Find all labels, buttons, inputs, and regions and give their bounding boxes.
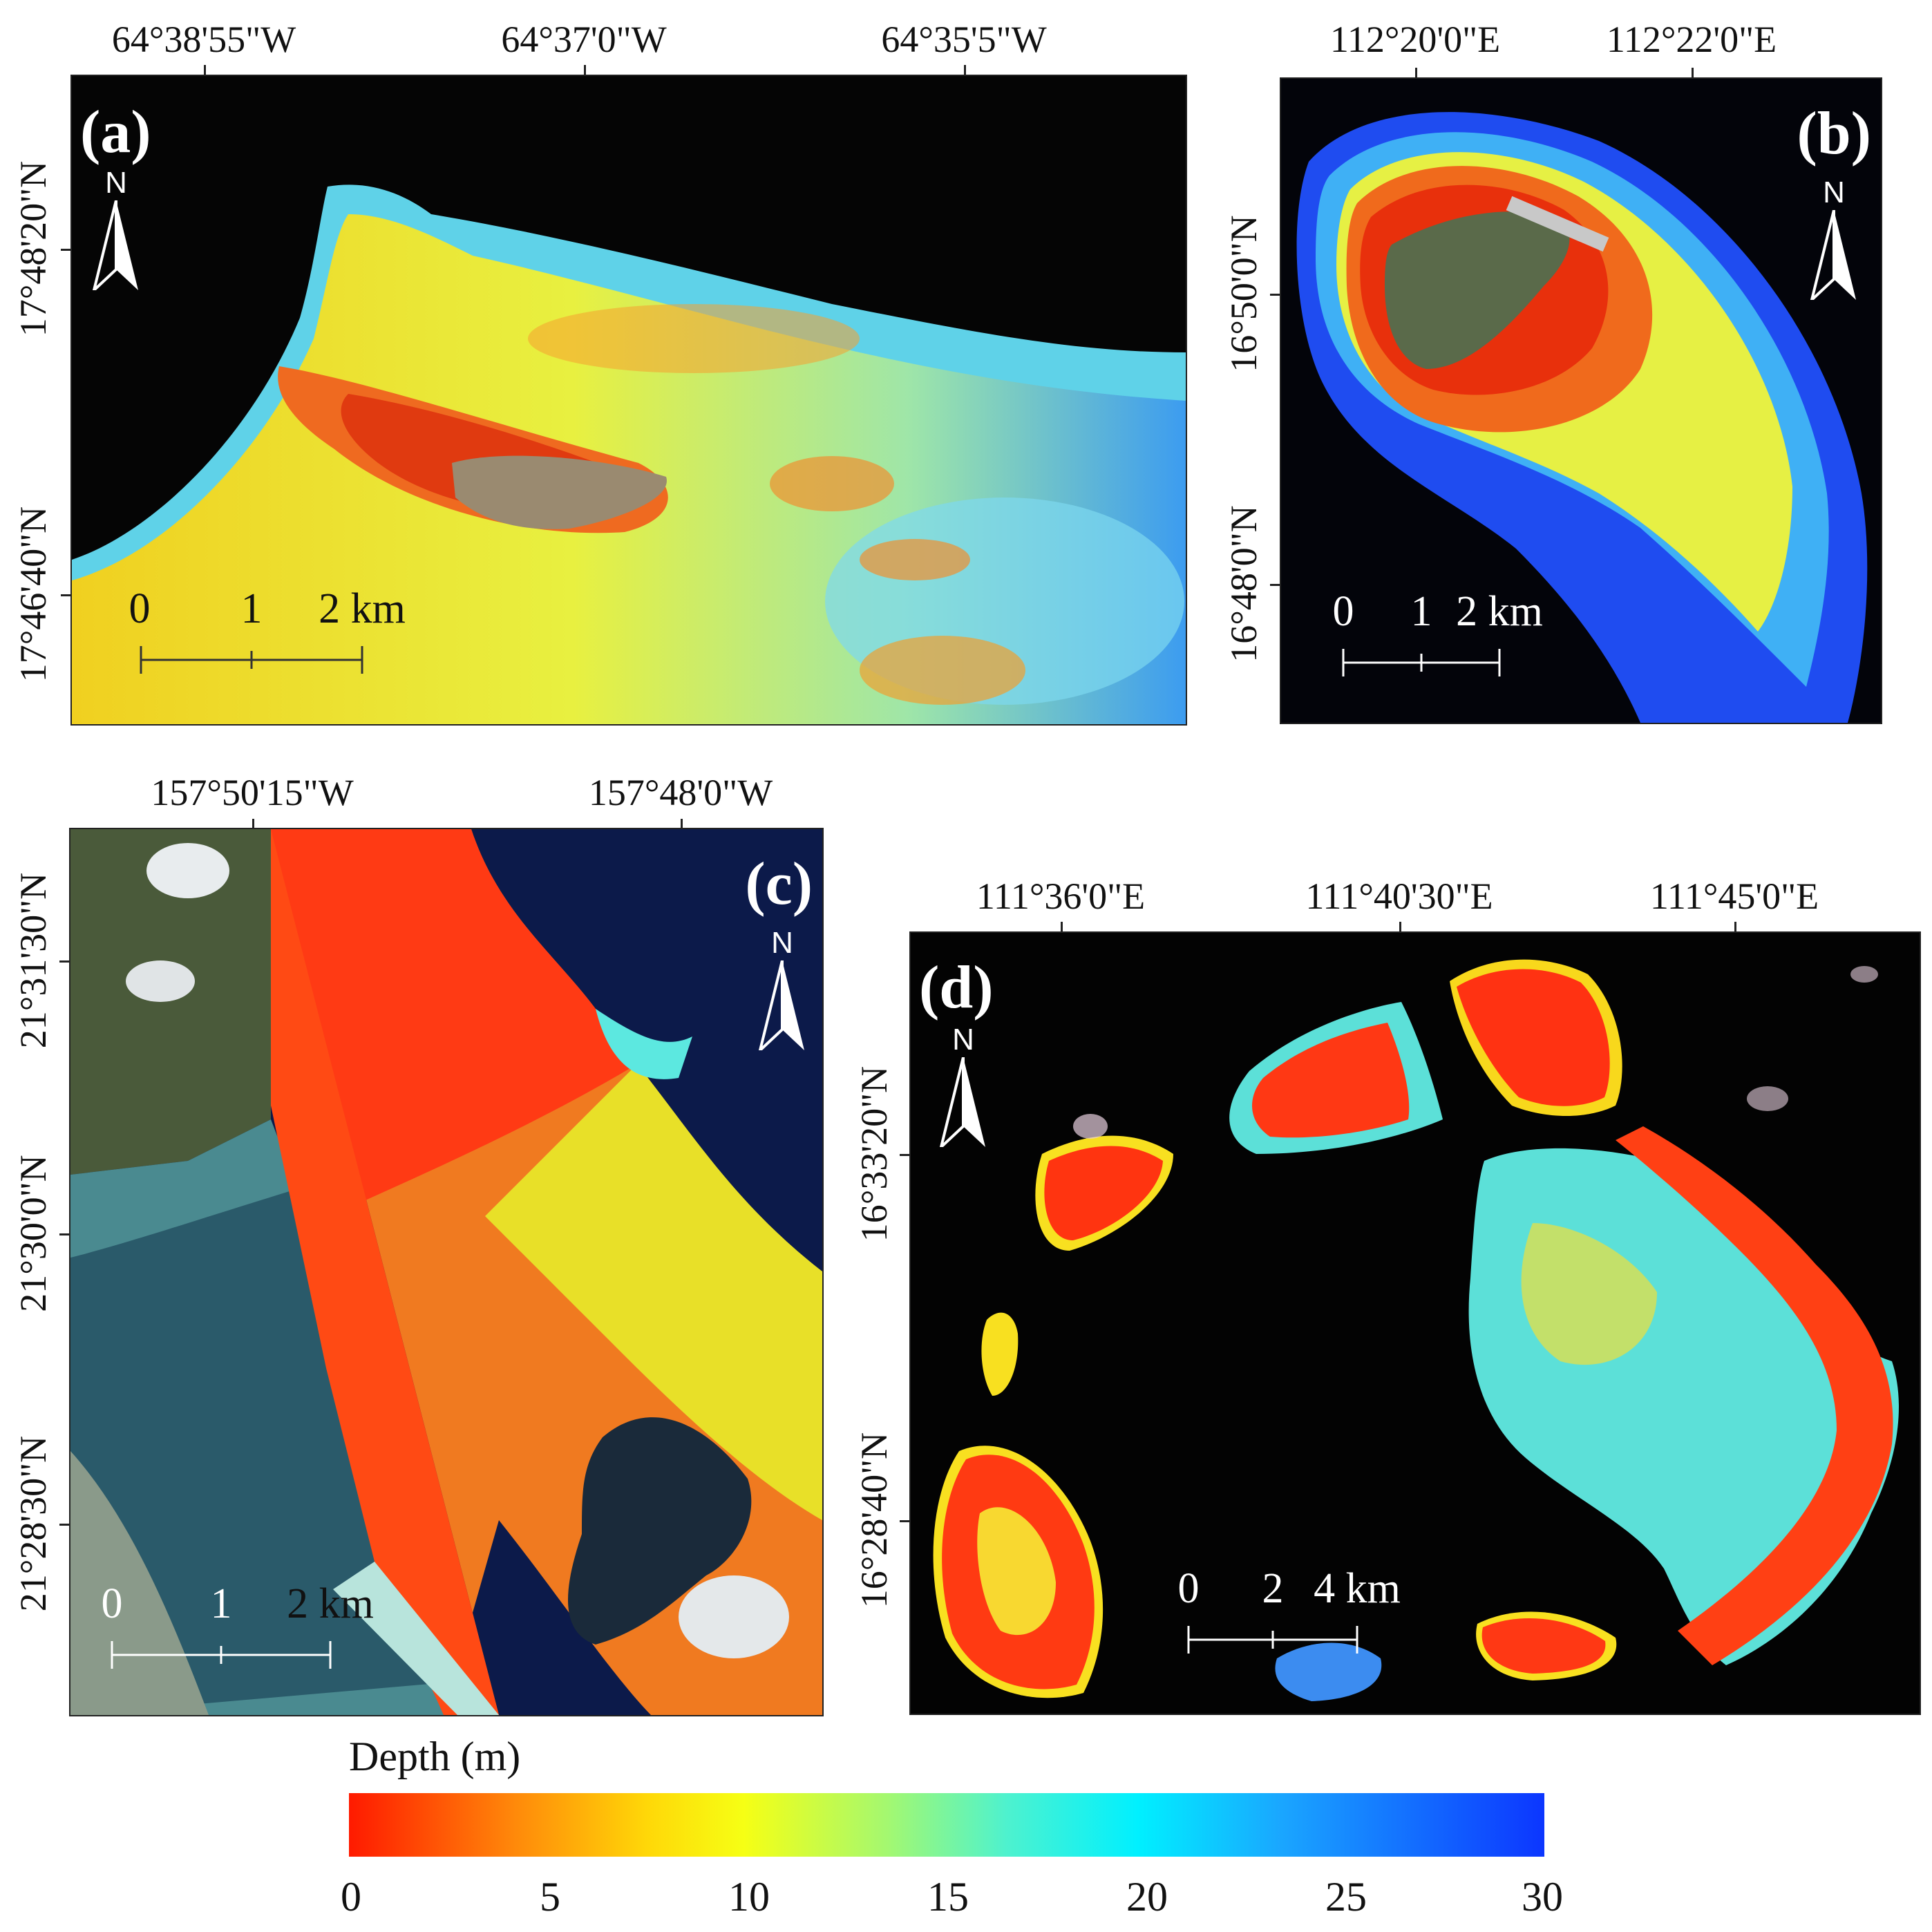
north-letter: N — [771, 926, 793, 960]
panel-a-lon-tick-1: 64°38'55"W — [111, 19, 296, 60]
panel-b-north-arrow: N — [1806, 176, 1862, 300]
panel-a-north-arrow: N — [88, 166, 144, 290]
colorbar-tick-10: 10 — [728, 1874, 770, 1920]
panel-c-north-arrow: N — [755, 926, 810, 1050]
panel-c-scale-bar: 0 1 2 km — [101, 1580, 374, 1669]
panel-d-label: (d) — [919, 954, 994, 1021]
panel-c-lat-tick-2: 21°30'0"N — [12, 1155, 54, 1312]
colorbar-tick-25: 25 — [1325, 1874, 1367, 1920]
panel-b-map: (b) N 0 1 2 km — [1280, 77, 1882, 724]
panel-c-label: (c) — [745, 851, 813, 918]
panel-b-lon-tick-1: 112°20'0"E — [1329, 19, 1501, 60]
panel-a-map: (a) N 0 1 2 km — [70, 75, 1187, 726]
panel-c-depth-raster — [70, 829, 822, 1715]
panel-b-lon-tick-2: 112°22'0"E — [1606, 19, 1777, 60]
colorbar-tick-15: 15 — [927, 1874, 969, 1920]
panel-b-label: (b) — [1797, 100, 1871, 167]
panel-b-depth-raster — [1281, 79, 1881, 723]
panel-d-scale-bar: 0 2 4 km — [1177, 1565, 1401, 1654]
panel-a-lat-tick-1: 17°48'20"N — [12, 160, 54, 337]
panel-b-lat-tick-1: 16°50'0"N — [1223, 215, 1265, 372]
panel-d-lat-tick-2: 16°28'40"N — [853, 1432, 895, 1609]
north-letter: N — [1823, 176, 1845, 209]
colorbar-title: Depth (m) — [349, 1734, 521, 1779]
panel-b-scale-bar: 0 1 2 km — [1332, 588, 1543, 676]
panel-a-lon-tick-2: 64°37'0"W — [501, 19, 667, 60]
colorbar-tick-20: 20 — [1126, 1874, 1168, 1920]
panel-d-lon-tick-1: 111°36'0"E — [976, 875, 1146, 917]
colorbar-tick-30: 30 — [1522, 1874, 1563, 1920]
panel-b-lat-tick-2: 16°48'0"N — [1223, 505, 1265, 663]
panel-c-lat-tick-1: 21°31'30"N — [12, 872, 54, 1049]
panel-d-map: (d) N 0 2 4 km — [909, 931, 1921, 1715]
panel-c-lon-tick-1: 157°50'15"W — [151, 772, 354, 813]
panel-a-lon-tick-3: 64°35'5"W — [881, 19, 1047, 60]
panel-a-label: (a) — [80, 99, 151, 166]
panel-d-lon-tick-3: 111°45'0"E — [1649, 875, 1819, 917]
panel-c-map: (c) N 0 1 2 km — [69, 828, 824, 1716]
colorbar-tick-0: 0 — [341, 1874, 361, 1920]
panel-a-lat-tick-2: 17°46'40"N — [12, 506, 54, 683]
colorbar-tick-5: 5 — [540, 1874, 560, 1920]
panel-d-lat-tick-1: 16°33'20"N — [853, 1066, 895, 1242]
panel-a-scale-bar: 0 1 2 km — [129, 585, 406, 674]
panel-c-lon-tick-2: 157°48'0"W — [588, 772, 773, 813]
panel-d-lon-tick-2: 111°40'30"E — [1305, 875, 1493, 917]
colorbar-gradient — [349, 1793, 1544, 1857]
panel-d-depth-raster — [911, 933, 1920, 1714]
panel-d-north-arrow: N — [936, 1023, 991, 1147]
north-letter: N — [952, 1023, 974, 1057]
panel-c-lat-tick-3: 21°28'30"N — [12, 1435, 54, 1612]
panel-a-depth-raster — [72, 76, 1186, 724]
north-letter: N — [105, 166, 127, 200]
